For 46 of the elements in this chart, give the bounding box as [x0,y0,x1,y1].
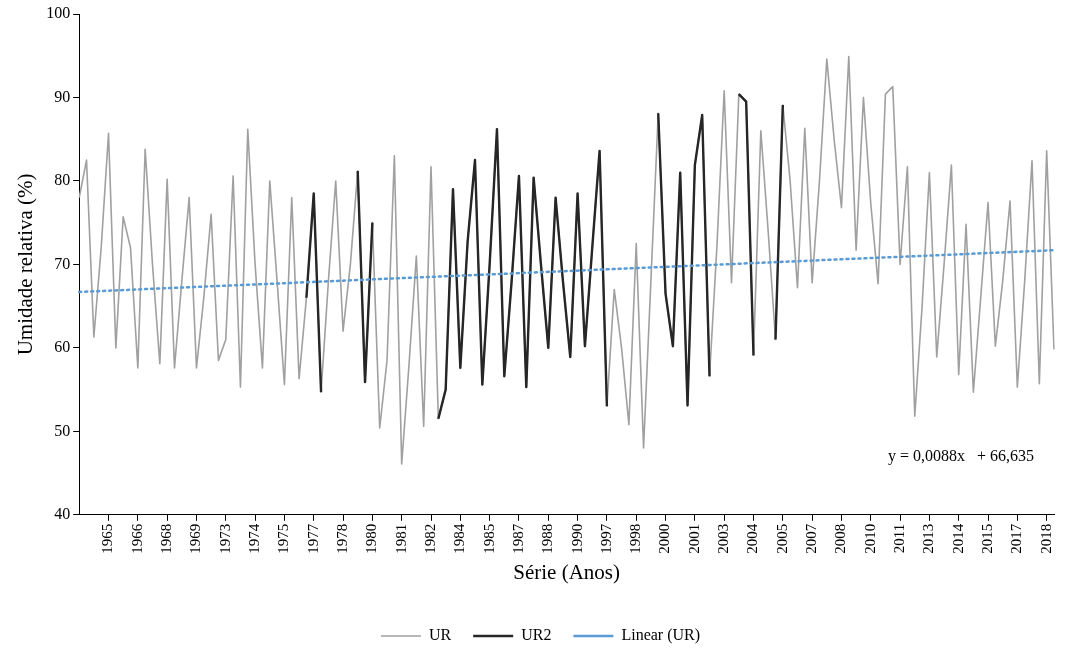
x-tick-label: 1981 [392,523,409,554]
x-tick-label: 1968 [158,523,175,554]
x-tick-label: 2014 [949,523,966,554]
x-tick-label: 2015 [978,523,995,554]
x-tick-label: 1985 [480,523,497,554]
y-tick-label: 40 [54,505,71,522]
x-tick-label: 1984 [451,523,468,554]
x-tick-label: 1977 [304,523,321,554]
x-tick-label: 2004 [744,523,761,554]
legend-label: UR2 [521,626,552,644]
x-tick-label: 1988 [539,523,556,554]
x-tick-label: 1978 [333,523,350,554]
x-tick-label: 2001 [685,523,702,554]
y-tick-label: 60 [54,338,71,356]
x-tick-label: 1973 [216,523,233,554]
x-tick-label: 2007 [803,523,820,554]
y-tick-label: 70 [54,254,71,272]
x-tick-label: 1966 [128,523,145,554]
x-axis-title: Série (Anos) [513,559,620,584]
y-tick-label: 50 [54,421,71,439]
x-tick-label: 2017 [1008,523,1025,554]
y-axis-title: Umidade relativa (%) [13,173,38,356]
x-tick-label: 1980 [363,523,380,554]
y-tick-label: 100 [46,4,71,22]
x-tick-label: 1990 [568,523,585,554]
x-tick-label: 1982 [421,523,438,554]
x-tick-label: 1997 [597,523,614,554]
x-tick-label: 1965 [99,523,116,554]
x-tick-label: 2018 [1037,523,1054,554]
x-tick-label: 2008 [832,523,849,554]
x-tick-label: 2005 [773,523,790,554]
legend-label: Linear (UR) [621,626,701,645]
y-tick-label: 80 [54,171,71,189]
annotation: y = 0,0088x + 66,635 [887,447,1034,465]
x-tick-label: 1998 [627,523,644,554]
x-tick-label: 2000 [656,523,673,554]
x-tick-label: 2013 [920,523,937,554]
x-tick-label: 2003 [715,523,732,554]
x-tick-label: 1974 [246,523,263,554]
x-tick-label: 2010 [861,523,878,554]
y-tick-label: 90 [54,87,71,105]
legend-label: UR [428,626,452,644]
x-tick-label: 1987 [509,523,526,554]
x-tick-label: 1975 [275,523,292,554]
x-tick-label: 1969 [187,523,204,554]
x-tick-label: 2011 [891,523,908,554]
